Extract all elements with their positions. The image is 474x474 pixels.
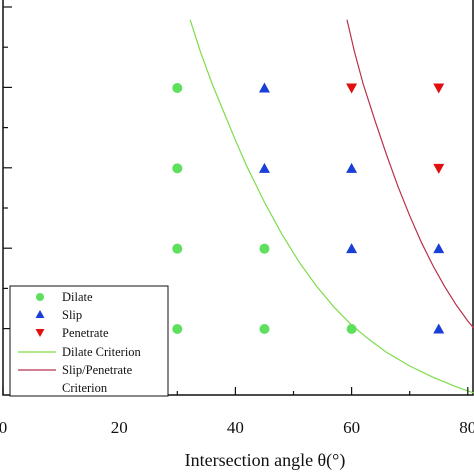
legend-box: [9, 285, 169, 397]
penetrate-point: [433, 83, 445, 94]
legend-dilate-criterion-label: Dilate Criterion: [62, 345, 142, 359]
legend-slip-penetrate-label-line2: Criterion: [62, 381, 108, 395]
criterion-curve-1: [189, 19, 474, 394]
plot-frame: [2, 0, 474, 396]
x-tick-label: 80: [459, 418, 474, 437]
slip-point: [433, 243, 445, 254]
x-axis-tick-labels: 0 20 40 60 80: [0, 418, 474, 437]
slip-point: [258, 82, 270, 93]
y-axis-ticks: [3, 6, 12, 330]
legend-penetrate-marker: [35, 329, 45, 337]
legend-slip-penetrate-label-line1: Slip/Penetrate: [62, 363, 133, 377]
x-axis-title: Intersection angle θ(°): [185, 450, 346, 471]
x-tick-label: 0: [0, 418, 7, 437]
criterion-curves: [189, 19, 474, 394]
legend-penetrate-label: Penetrate: [62, 326, 109, 340]
dilate-point: [172, 83, 183, 94]
legend-slip-marker: [35, 310, 45, 318]
legend-dilate-label: Dilate: [62, 290, 93, 304]
dilate-point: [259, 324, 270, 334]
data-points: [172, 82, 445, 334]
slip-point: [258, 162, 270, 173]
slip-point: [433, 323, 445, 334]
penetrate-point: [346, 83, 358, 94]
dilate-point: [172, 324, 183, 334]
criterion-curve-2: [346, 19, 474, 330]
legend-slip-label: Slip: [62, 308, 82, 322]
slip-point: [346, 243, 358, 254]
dilate-point: [259, 243, 270, 254]
legend: Dilate Slip Penetrate Dilate Criterion S…: [9, 285, 169, 397]
penetrate-point: [433, 163, 445, 174]
dilate-point: [172, 243, 183, 254]
dilate-point: [172, 163, 183, 174]
x-tick-label: 60: [343, 418, 360, 437]
x-tick-label: 40: [227, 418, 244, 437]
dilate-point: [346, 324, 357, 334]
x-tick-label: 20: [111, 418, 128, 437]
slip-point: [346, 162, 358, 173]
legend-dilate-marker: [36, 293, 44, 301]
